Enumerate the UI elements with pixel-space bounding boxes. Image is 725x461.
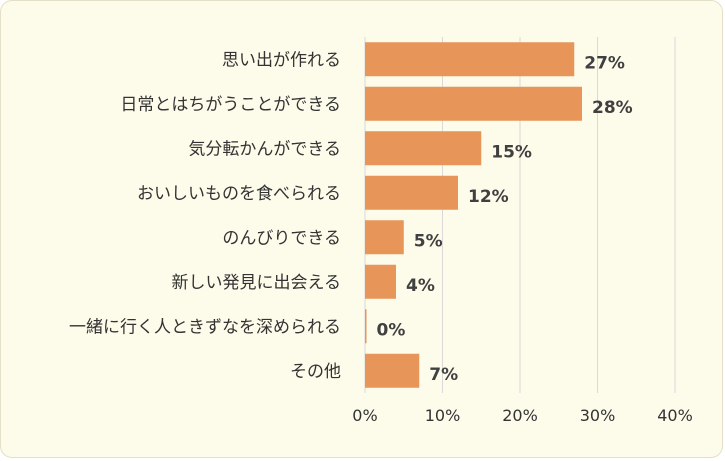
- data-labels: 27% 28% 15% 12% 5% 4% 0% 7%: [377, 53, 633, 385]
- x-tick-label: 10%: [425, 406, 461, 425]
- x-tick-label: 0%: [352, 406, 377, 425]
- data-label: 4%: [406, 276, 435, 296]
- bar: [365, 42, 575, 77]
- x-tick-label: 30%: [580, 406, 616, 425]
- category-labels: 思い出が作れる日常とはちがうことができる気分転かんができるおいしいものを食べられ…: [69, 50, 341, 382]
- category-label: 日常とはちがうことができる: [120, 95, 341, 115]
- data-label: 28%: [592, 98, 633, 118]
- category-label: その他: [290, 362, 341, 382]
- category-label: のんびりできる: [222, 228, 341, 248]
- bar: [365, 309, 367, 344]
- bars: [365, 42, 582, 388]
- data-label: 7%: [429, 365, 458, 385]
- category-label: おいしいものを食べられる: [137, 184, 341, 204]
- bar: [365, 131, 482, 166]
- x-tick-label: 20%: [502, 406, 538, 425]
- x-axis-ticks: 0% 10% 20% 30% 40%: [352, 406, 692, 425]
- category-label: 一緒に行く人ときずなを深められる: [69, 317, 341, 337]
- category-label: 思い出が作れる: [222, 50, 341, 70]
- data-label: 5%: [414, 231, 443, 251]
- category-label: 新しい発見に出会える: [172, 273, 342, 293]
- data-label: 12%: [468, 187, 509, 207]
- bar: [365, 264, 396, 299]
- bar: [365, 86, 582, 121]
- data-label: 0%: [377, 320, 406, 340]
- category-label: 気分転かんができる: [188, 139, 341, 159]
- bar: [365, 353, 420, 388]
- bar: [365, 220, 404, 255]
- bar: [365, 175, 458, 210]
- data-label: 27%: [584, 53, 625, 73]
- data-label: 15%: [491, 142, 532, 162]
- x-tick-label: 40%: [657, 406, 693, 425]
